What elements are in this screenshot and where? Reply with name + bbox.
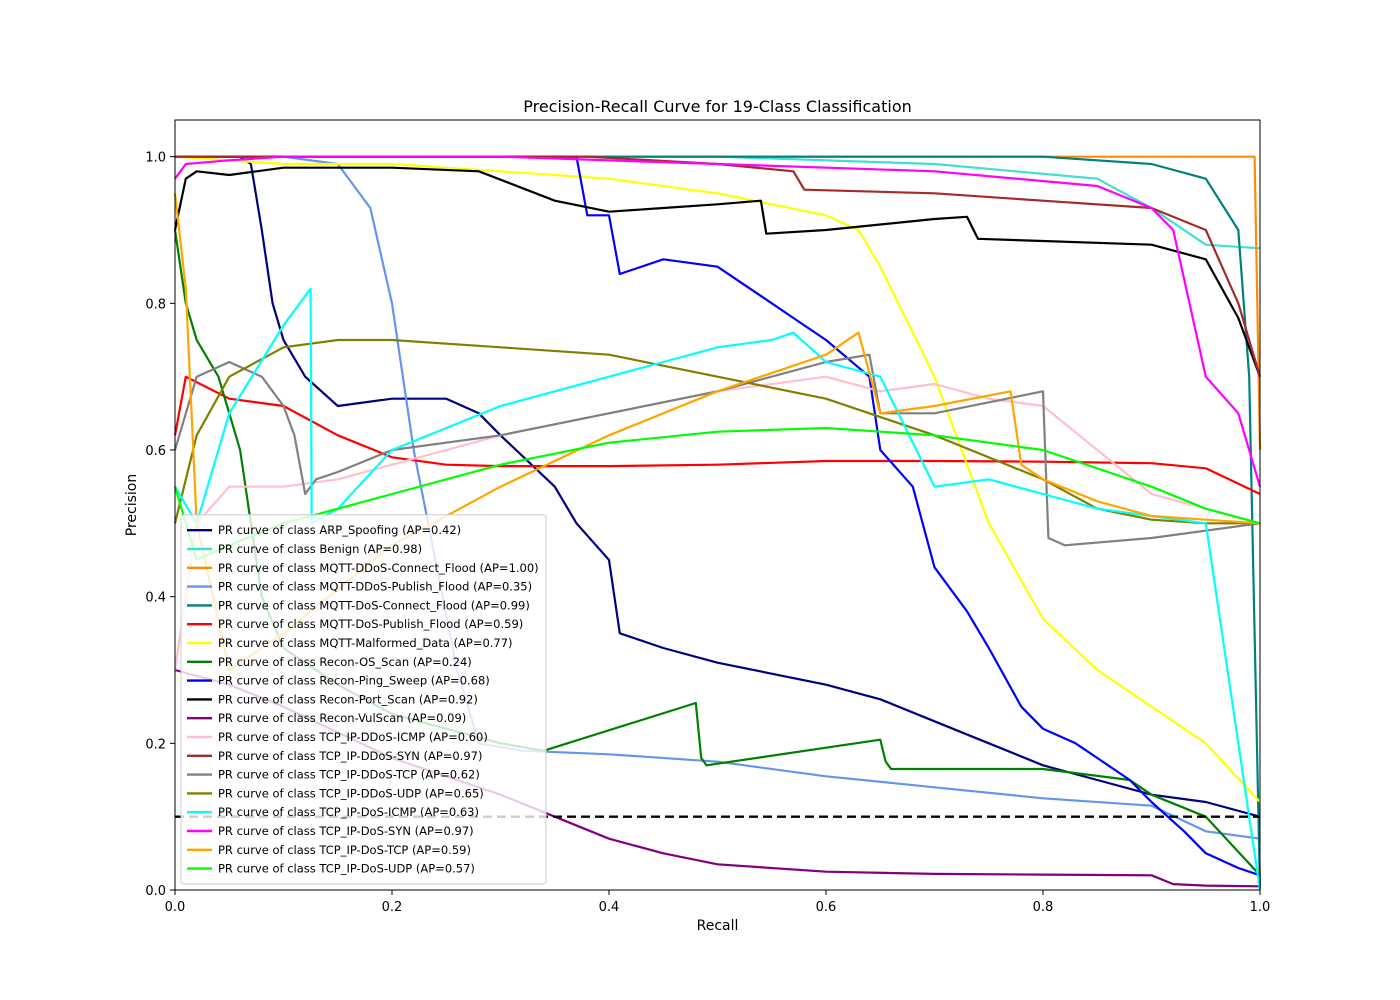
legend-label: PR curve of class Recon-Ping_Sweep (AP=0… <box>218 674 490 688</box>
series-line-9 <box>173 166 1262 378</box>
legend: PR curve of class ARP_Spoofing (AP=0.42)… <box>180 514 547 885</box>
y-tick-label: 1.0 <box>145 151 166 166</box>
legend-label: PR curve of class TCP_IP-DDoS-TCP (AP=0.… <box>218 768 480 782</box>
legend-label: PR curve of class Recon-VulScan (AP=0.09… <box>218 711 466 725</box>
legend-label: PR curve of class Recon-Port_Scan (AP=0.… <box>218 692 478 706</box>
y-axis-label: Precision <box>124 474 140 536</box>
legend-label: PR curve of class TCP_IP-DoS-TCP (AP=0.5… <box>218 843 471 857</box>
legend-label: PR curve of class TCP_IP-DoS-ICMP (AP=0.… <box>218 805 479 819</box>
y-tick-label: 0.8 <box>145 297 166 312</box>
y-axis: 0.0 0.2 0.4 0.6 0.8 1.0 <box>145 151 175 899</box>
legend-label: PR curve of class ARP_Spoofing (AP=0.42) <box>218 523 461 537</box>
legend-label: PR curve of class Benign (AP=0.98) <box>218 542 422 556</box>
plot-frame <box>174 119 1261 891</box>
legend-label: PR curve of class MQTT-DDoS-Connect_Floo… <box>218 561 539 575</box>
series-line-0 <box>175 155 1261 818</box>
x-tick-label: 1.0 <box>1250 900 1271 915</box>
series-line-14 <box>173 338 1260 525</box>
y-tick-label: 0.4 <box>145 591 166 606</box>
legend-label: PR curve of class MQTT-DDoS-Publish_Floo… <box>218 580 532 594</box>
legend-label: PR curve of class TCP_IP-DDoS-ICMP (AP=0… <box>218 730 488 744</box>
y-tick-label: 0.0 <box>145 884 166 899</box>
legend-label: PR curve of class Recon-OS_Scan (AP=0.24… <box>218 655 472 669</box>
x-tick-label: 0.0 <box>165 900 186 915</box>
y-tick-label: 0.2 <box>145 737 166 752</box>
series-line-13 <box>173 353 1261 547</box>
x-tick-label: 0.2 <box>382 900 403 915</box>
legend-label: PR curve of class TCP_IP-DoS-SYN (AP=0.9… <box>218 824 474 838</box>
series-line-8 <box>175 155 1261 877</box>
legend-label: PR curve of class MQTT-DoS-Connect_Flood… <box>218 598 530 612</box>
legend-label: PR curve of class TCP_IP-DDoS-UDP (AP=0.… <box>218 786 484 800</box>
legend-label: PR curve of class MQTT-Malformed_Data (A… <box>218 636 513 650</box>
x-tick-label: 0.8 <box>1033 900 1054 915</box>
x-axis: 0.0 0.2 0.4 0.6 0.8 1.0 <box>165 890 1271 915</box>
legend-label: PR curve of class MQTT-DoS-Publish_Flood… <box>218 617 523 631</box>
y-tick-label: 0.6 <box>145 444 166 459</box>
legend-box <box>180 514 547 885</box>
series-line-15 <box>174 287 1262 891</box>
series-line-1 <box>175 155 1261 250</box>
legend-label: PR curve of class TCP_IP-DoS-UDP (AP=0.5… <box>218 862 475 876</box>
chart-title: Precision-Recall Curve for 19-Class Clas… <box>523 97 912 116</box>
x-tick-label: 0.4 <box>599 900 620 915</box>
series-line-16 <box>174 155 1262 488</box>
series-line-6 <box>174 155 1261 803</box>
x-tick-label: 0.6 <box>816 900 837 915</box>
x-axis-label: Recall <box>697 918 739 934</box>
legend-label: PR curve of class TCP_IP-DDoS-SYN (AP=0.… <box>218 749 482 763</box>
series-line-5 <box>173 375 1261 495</box>
